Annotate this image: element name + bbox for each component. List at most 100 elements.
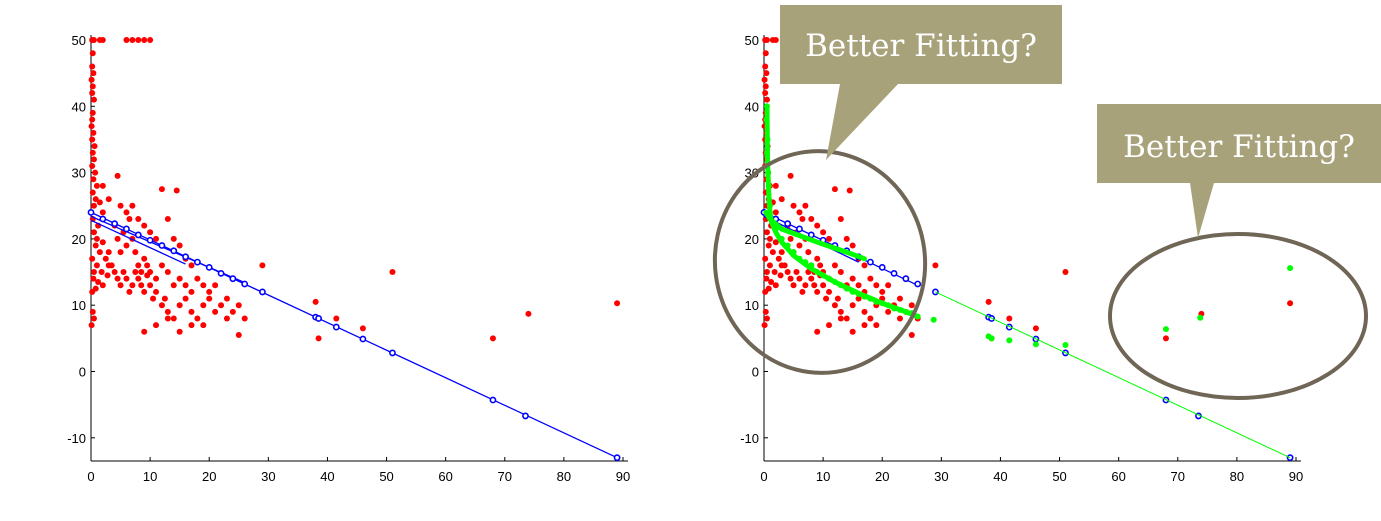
data-point bbox=[88, 322, 95, 329]
data-point bbox=[111, 269, 118, 276]
data-point bbox=[908, 332, 915, 339]
x-tick-label: 10 bbox=[816, 469, 830, 484]
data-point bbox=[814, 255, 821, 262]
data-point bbox=[867, 275, 874, 282]
data-point bbox=[855, 290, 862, 297]
x-tick-label: 60 bbox=[1111, 469, 1125, 484]
data-point bbox=[873, 322, 880, 329]
data-point bbox=[170, 282, 177, 289]
data-point bbox=[763, 315, 770, 322]
data-point bbox=[173, 187, 180, 194]
data-point bbox=[141, 328, 148, 335]
callout-overlay: Better Fitting? Better Fitting? bbox=[712, 5, 1381, 400]
data-point bbox=[787, 275, 794, 282]
data-point bbox=[212, 308, 219, 315]
data-point bbox=[799, 288, 806, 295]
data-point bbox=[161, 295, 168, 302]
x-tick-label: 30 bbox=[934, 469, 948, 484]
data-point bbox=[89, 63, 96, 70]
data-point bbox=[766, 202, 773, 209]
data-point bbox=[814, 222, 821, 229]
data-point bbox=[164, 216, 171, 223]
data-point bbox=[932, 262, 939, 269]
data-point bbox=[762, 288, 769, 295]
data-point bbox=[141, 255, 148, 262]
data-point bbox=[988, 335, 995, 342]
y-tick-label: 30 bbox=[72, 166, 86, 181]
data-point bbox=[778, 235, 785, 242]
data-point bbox=[843, 315, 850, 322]
data-point bbox=[885, 308, 892, 315]
data-point bbox=[896, 306, 903, 313]
data-point bbox=[772, 182, 779, 189]
data-point bbox=[873, 298, 880, 305]
data-point bbox=[138, 269, 145, 276]
data-point bbox=[91, 143, 98, 150]
data-point bbox=[95, 278, 102, 285]
data-point bbox=[126, 216, 133, 223]
data-point bbox=[808, 216, 815, 223]
data-point bbox=[778, 249, 785, 256]
data-point bbox=[843, 235, 850, 242]
data-point bbox=[241, 315, 248, 322]
data-point bbox=[182, 282, 189, 289]
data-point bbox=[99, 215, 107, 223]
data-point bbox=[332, 323, 340, 331]
data-point bbox=[141, 288, 148, 295]
data-point bbox=[1062, 269, 1069, 276]
x-tick-label: 50 bbox=[379, 469, 393, 484]
data-point bbox=[170, 315, 177, 322]
data-point bbox=[164, 269, 171, 276]
y-tick-label: 10 bbox=[72, 298, 86, 313]
data-point bbox=[849, 328, 856, 335]
callout-box-right bbox=[1097, 104, 1381, 238]
data-point bbox=[123, 209, 130, 216]
data-point bbox=[761, 76, 768, 83]
data-point bbox=[768, 278, 775, 285]
data-point bbox=[117, 202, 124, 209]
data-point bbox=[315, 315, 322, 322]
data-point bbox=[805, 249, 812, 256]
data-point bbox=[1062, 341, 1069, 348]
data-point bbox=[170, 235, 177, 242]
data-point bbox=[223, 295, 230, 302]
data-point bbox=[814, 288, 821, 295]
data-point bbox=[879, 288, 886, 295]
data-point bbox=[763, 149, 770, 156]
data-point bbox=[614, 300, 621, 307]
data-point bbox=[123, 275, 130, 282]
data-point bbox=[766, 262, 773, 269]
x-tick-label: 20 bbox=[875, 469, 889, 484]
data-point bbox=[200, 322, 207, 329]
data-point bbox=[194, 275, 201, 282]
data-point bbox=[781, 262, 788, 269]
data-point bbox=[778, 196, 785, 203]
data-point bbox=[93, 262, 100, 269]
data-point bbox=[861, 262, 868, 269]
series-fit-curve bbox=[763, 209, 867, 262]
data-point bbox=[1287, 300, 1294, 307]
data-point bbox=[150, 295, 157, 302]
data-point bbox=[147, 229, 154, 236]
data-point bbox=[141, 37, 148, 43]
data-point bbox=[134, 231, 142, 239]
y-tick-label: 10 bbox=[745, 298, 759, 313]
data-point bbox=[820, 229, 827, 236]
y-tick-label: 50 bbox=[72, 33, 86, 48]
data-point bbox=[135, 37, 142, 43]
data-point bbox=[787, 235, 794, 242]
x-tick-label: 0 bbox=[760, 469, 767, 484]
data-point bbox=[93, 182, 100, 189]
data-point bbox=[843, 285, 850, 292]
data-point bbox=[138, 282, 145, 289]
data-point bbox=[775, 255, 782, 262]
data-point bbox=[766, 209, 773, 216]
data-point bbox=[613, 454, 621, 462]
data-point bbox=[796, 255, 803, 262]
y-tick-label: 0 bbox=[79, 364, 86, 379]
data-point bbox=[808, 275, 815, 282]
data-point bbox=[146, 236, 154, 244]
data-point bbox=[147, 37, 154, 43]
data-point bbox=[522, 412, 529, 420]
